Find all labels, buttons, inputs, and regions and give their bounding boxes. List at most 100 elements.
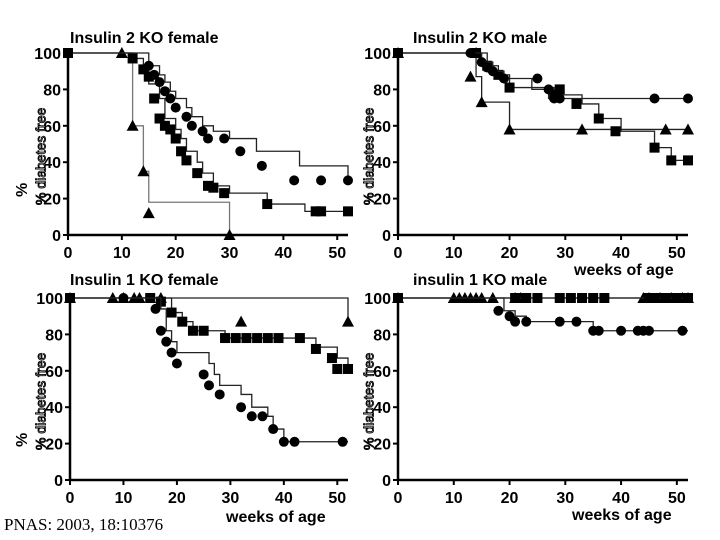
y-axis-title-rotated: % diabetes free [33,108,49,205]
data-point [393,293,403,303]
data-point [493,69,504,80]
data-point [683,155,693,166]
y-tick-label: 60 [373,119,391,136]
data-point [554,293,565,303]
y-tick-label: 60 [373,364,391,381]
data-point [171,358,182,369]
data-point [464,70,477,82]
data-point [149,93,160,104]
y-tick-label: 20 [373,192,391,209]
data-point [316,206,327,217]
series-line [398,297,688,332]
x-tick-label: 20 [501,245,519,262]
y-axis-title-rotated: % diabetes free [361,108,377,205]
x-tick-label: 40 [275,490,293,507]
data-point [342,315,354,327]
x-tick-label: 0 [394,490,403,507]
data-point [149,69,160,80]
data-point [65,293,75,303]
data-point [503,123,516,135]
series-square [63,48,353,217]
data-point [554,93,565,104]
y-tick-label: 80 [43,82,61,99]
data-point [316,175,327,186]
series-circle [393,293,688,336]
y-tick-label: 40 [373,155,391,172]
data-point [262,333,273,344]
data-point [683,293,693,303]
x-tick-label: 10 [445,245,463,262]
y-tick-label: 80 [373,82,391,99]
data-point [262,199,273,210]
x-tick-label: 0 [64,245,73,262]
series-line [70,297,348,443]
y-tick-label: 100 [34,46,61,63]
data-point [186,120,197,131]
x-axis-title: weeks of age [225,509,326,526]
data-point [126,119,139,131]
data-point [219,133,230,144]
data-point [343,175,353,186]
x-tick-label: 50 [328,245,346,262]
data-point [252,333,263,344]
data-point [310,206,321,217]
data-point [521,293,532,303]
y-axis-title-rotated: % diabetes free [361,353,377,450]
y-tick-label: 0 [52,228,61,245]
data-point [588,293,599,303]
series-triangle [64,292,354,327]
x-tick-label: 0 [394,245,403,262]
x-tick-label: 20 [167,245,185,262]
data-point [554,84,565,95]
y-tick-label: 100 [36,291,63,308]
data-point [332,363,343,374]
data-point [593,113,604,124]
data-point [166,347,177,358]
data-point [230,333,241,344]
data-point [161,336,172,347]
data-point [235,315,248,327]
x-axis-title: weeks of age [571,507,672,524]
data-point [532,293,543,303]
x-tick-label: 20 [168,490,186,507]
chart-panel-3: Insulin 1 KO female 0 20 40 60 80 100 0 10 20 30 40… [14,272,354,526]
data-point [154,113,165,124]
data-point [543,84,554,95]
y-tick-label: 80 [373,327,391,344]
data-point [571,316,582,327]
data-point [268,424,279,435]
data-point [554,316,565,327]
data-point [223,229,236,240]
x-tick-label: 50 [668,245,686,262]
x-tick-label: 30 [556,245,574,262]
data-point [170,102,181,113]
data-point [666,155,677,166]
data-point [289,175,300,186]
series-square [393,293,693,303]
y-axis-title: % [14,433,31,447]
x-tick-label: 10 [115,490,133,507]
series-triangle [392,47,694,135]
data-point [159,120,170,131]
y-tick-label: 20 [43,192,61,209]
series-line [398,52,688,100]
y-tick-label: 0 [54,473,63,490]
data-point [150,303,161,314]
data-point [137,165,150,177]
data-point [599,293,610,303]
data-point [235,146,246,157]
x-tick-label: 40 [612,245,630,262]
y-tick-label: 40 [43,155,61,172]
data-point [493,305,504,316]
data-point [127,53,138,64]
series-line [68,52,349,181]
data-point [187,325,198,336]
y-tick-label: 40 [373,400,391,417]
data-point [393,48,403,58]
data-point [192,168,203,179]
data-point [289,436,300,447]
data-point [176,146,187,157]
data-point [649,142,660,153]
data-point [343,363,353,374]
